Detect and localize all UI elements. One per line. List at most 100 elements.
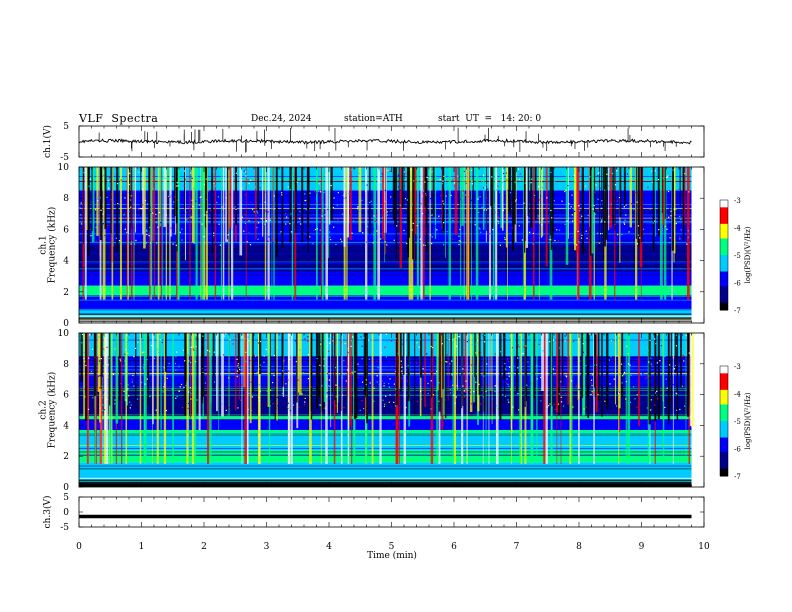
speckle (678, 364, 680, 366)
speckle (449, 363, 451, 365)
speckle (95, 240, 97, 242)
speckle (424, 181, 426, 183)
x-tick-label: 1 (139, 542, 145, 552)
sferic-streak (83, 167, 85, 267)
sferic-streak (609, 167, 612, 229)
speckle (483, 341, 486, 343)
band-2 (79, 296, 692, 309)
dark-streak (334, 333, 336, 400)
speckle (388, 386, 391, 388)
speckle (622, 194, 624, 196)
speckle (431, 214, 434, 216)
speckle (153, 357, 156, 359)
dark-streak (640, 167, 643, 242)
speckle (335, 396, 337, 398)
colorbar-swatch (720, 455, 728, 459)
speckle (174, 362, 177, 365)
speckle (676, 409, 678, 411)
speckle (154, 346, 156, 348)
sferic-streak (267, 333, 270, 407)
speckle (171, 207, 174, 210)
colorbar-swatch (720, 466, 728, 470)
speckle (471, 169, 473, 172)
speckle (652, 222, 654, 224)
speckle (329, 398, 331, 400)
speckle (664, 355, 666, 358)
dark-streak (407, 333, 410, 402)
speckle (319, 370, 321, 372)
sferic-streak (156, 333, 159, 464)
sferic-streak (673, 167, 675, 263)
sferic-streak (482, 167, 485, 230)
speckle (485, 209, 488, 211)
speckle (383, 385, 385, 387)
speckle (422, 368, 424, 370)
speckle (583, 232, 585, 234)
speckle (508, 401, 510, 403)
speckle (128, 211, 130, 213)
speckle (236, 370, 239, 372)
dark-streak (687, 333, 689, 417)
narrowband-line (79, 433, 692, 435)
speckle (250, 201, 252, 203)
speckle (195, 345, 197, 348)
speckle (491, 409, 493, 411)
speckle (637, 234, 640, 236)
speckle (250, 228, 252, 230)
speckle (104, 179, 106, 181)
speckle (648, 361, 650, 363)
speckle (518, 346, 520, 348)
speckle (517, 393, 519, 395)
speckle (470, 199, 472, 202)
speckle (123, 364, 125, 366)
speckle (393, 383, 396, 385)
sferic-streak (560, 333, 562, 464)
speckle (551, 217, 553, 219)
speckle (372, 228, 374, 230)
speckle (441, 343, 443, 345)
dark-streak (403, 333, 405, 375)
colorbar-swatch (720, 465, 728, 468)
speckle (503, 336, 505, 339)
speckle (619, 337, 621, 339)
sferic-streak (124, 333, 127, 402)
colorbar-swatch (720, 262, 728, 265)
speckle (399, 387, 401, 390)
sferic-streak (320, 333, 322, 464)
band-4 (79, 271, 692, 286)
speckle (176, 395, 178, 398)
speckle (443, 244, 445, 246)
spectrogram-layer (79, 167, 694, 487)
speckle (430, 233, 433, 236)
speckle (190, 216, 192, 218)
speckle (254, 355, 256, 357)
speckle (198, 204, 200, 206)
sferic-streak (268, 333, 271, 464)
narrowband-line (79, 318, 692, 320)
speckle (273, 374, 275, 377)
y-tick-label: 6 (63, 391, 69, 401)
speckle (481, 180, 483, 182)
dark-streak (503, 333, 506, 405)
speckle (655, 343, 657, 345)
speckle (621, 382, 623, 384)
speckle (259, 340, 262, 343)
speckle (403, 185, 405, 187)
speckle (553, 181, 556, 183)
speckle (120, 383, 122, 385)
chart-title: VLF Spectra (79, 112, 159, 125)
dark-streak (442, 333, 444, 390)
speckle (542, 218, 544, 220)
speckle (646, 376, 648, 378)
speckle (407, 337, 409, 340)
speckle (225, 197, 227, 199)
speckle (494, 390, 496, 393)
speckle (495, 373, 497, 376)
speckle (634, 191, 636, 194)
colorbar-swatch (720, 448, 728, 451)
colorbar-swatch (720, 377, 728, 380)
speckle (123, 214, 125, 216)
speckle (232, 343, 234, 345)
speckle (512, 406, 514, 408)
